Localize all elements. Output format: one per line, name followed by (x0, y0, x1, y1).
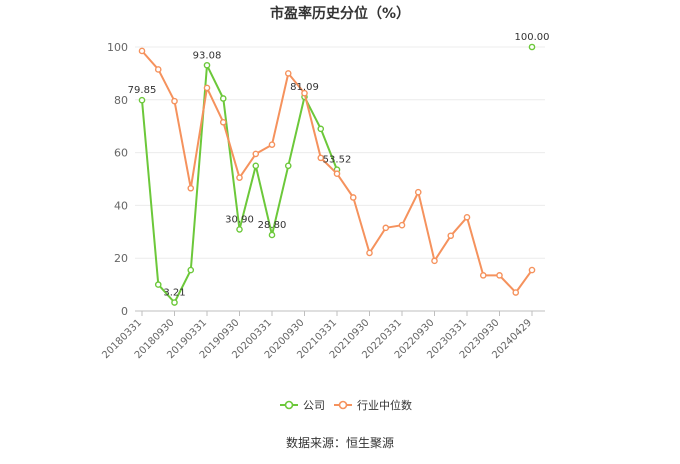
data-point (382, 224, 390, 232)
chart-title: 市盈率历史分位（%） (270, 5, 410, 22)
legend: 公司 行业中位数 (280, 398, 412, 412)
data-point (219, 95, 227, 102)
data-point (154, 281, 162, 288)
legend-item-1: 行业中位数 (334, 398, 412, 412)
data-point (171, 97, 178, 105)
data-label: 3.21 (163, 288, 185, 299)
data-label: 28.80 (258, 220, 287, 231)
data-point (236, 226, 243, 233)
series-0 (138, 43, 536, 306)
legend-marker (284, 400, 294, 410)
data-point (414, 188, 422, 196)
data-point (252, 162, 260, 170)
data-point (479, 272, 487, 279)
data-label: 93.08 (193, 50, 222, 61)
series-layer (138, 43, 536, 306)
legend-label: 公司 (303, 399, 325, 412)
series-1 (138, 47, 536, 296)
data-point (301, 89, 308, 97)
legend-marker (338, 400, 348, 410)
y-tick-label: 20 (114, 252, 128, 265)
data-point (528, 266, 536, 274)
data-label: 100.00 (515, 32, 550, 43)
data-point (463, 213, 471, 221)
data-point (528, 43, 536, 51)
grid-layer (135, 46, 545, 312)
data-label: 53.52 (323, 155, 352, 166)
data-point (268, 141, 276, 148)
data-point (252, 150, 260, 158)
label-layer: 79.85 3.21 93.08 30.90 28.80 81.09 53.52 100.00 (128, 32, 550, 299)
y-tick-label: 100 (107, 41, 128, 54)
data-point (398, 221, 406, 229)
data-point (447, 232, 455, 240)
data-point (349, 194, 357, 201)
data-point (171, 299, 178, 306)
data-point (203, 61, 211, 69)
data-point (138, 47, 146, 55)
data-point (366, 249, 373, 257)
data-point (496, 272, 503, 279)
y-tick-label: 80 (114, 94, 128, 107)
legend-item-0: 公司 (280, 399, 325, 412)
data-point (187, 266, 195, 274)
data-point (284, 70, 292, 77)
data-point (138, 96, 146, 104)
data-point (268, 231, 276, 239)
data-point (317, 125, 325, 133)
data-label: 30.90 (225, 214, 254, 225)
y-tick-label: 0 (121, 305, 128, 318)
data-label: 79.85 (128, 85, 157, 96)
data-point (203, 84, 211, 92)
legend-label: 行业中位数 (357, 398, 412, 412)
data-point (236, 174, 243, 181)
data-point (333, 170, 341, 178)
data-point (154, 66, 162, 73)
data-point (317, 154, 325, 162)
data-point (187, 184, 195, 192)
data-label: 81.09 (290, 82, 319, 93)
y-tick-label: 40 (114, 199, 128, 212)
data-point (431, 257, 438, 265)
data-point (219, 118, 227, 126)
y-tick-label: 60 (114, 147, 128, 160)
data-point (512, 289, 520, 296)
data-point (284, 162, 292, 170)
source-note: 数据来源：恒生聚源 (286, 435, 394, 450)
